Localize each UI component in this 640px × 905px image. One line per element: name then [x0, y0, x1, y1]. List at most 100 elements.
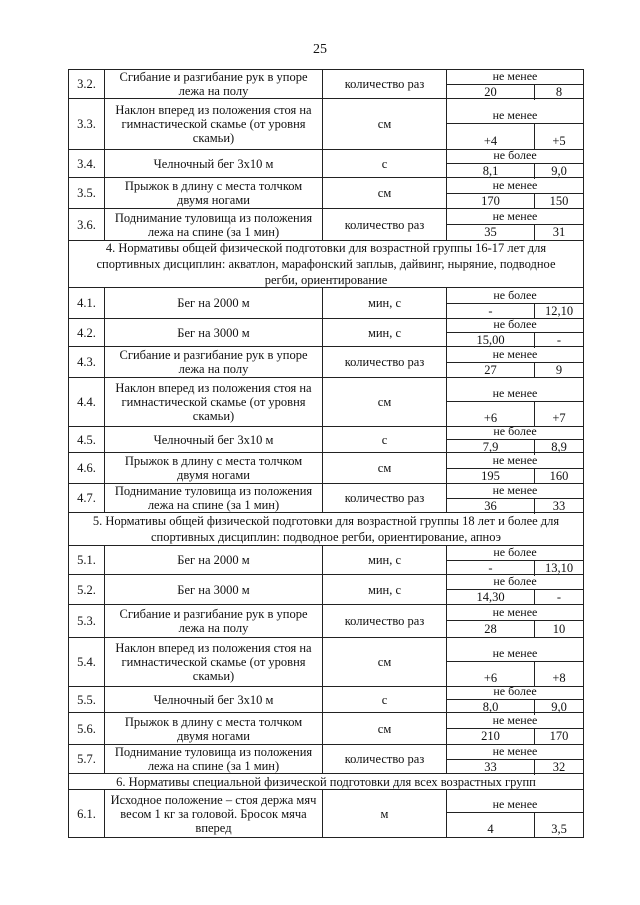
item-number: 5.5.	[69, 687, 105, 712]
value-cell: не менее +6 +8	[447, 638, 584, 686]
value-1: 195	[447, 468, 535, 484]
value-1: 14,30	[447, 590, 535, 605]
item-number: 4.5.	[69, 427, 105, 452]
item-number: 3.5.	[69, 178, 105, 208]
table-row: 5.4. Наклон вперед из положения стоя на г…	[69, 638, 584, 687]
value-2: 160	[549, 468, 569, 483]
value-cell: не менее +6 +7	[447, 378, 584, 426]
exercise-name: Бег на 2000 м	[105, 288, 323, 318]
value-1: 35	[447, 225, 535, 240]
value-1: 7,9	[447, 440, 535, 455]
item-number: 5.7.	[69, 745, 105, 773]
value-pair: -12,10	[447, 303, 583, 319]
value-pair: 36 33	[447, 498, 583, 514]
value-cell: не менее 195 160	[447, 453, 584, 484]
criterion-label: не менее	[447, 209, 583, 225]
item-number: 5.1.	[69, 546, 105, 574]
table-row: 3.3. Наклон вперед из положения стоя на г…	[69, 99, 584, 150]
value-cell: не менее 35 31	[447, 209, 584, 240]
value-1: 20	[447, 84, 535, 100]
value-2: 9,0	[551, 700, 567, 714]
unit: количество раз	[323, 484, 447, 512]
value-2: +7	[552, 411, 566, 425]
value-cell: не менее 4 3,5	[447, 790, 584, 837]
unit: см	[323, 713, 447, 744]
section-row: 5. Нормативы общей физической подготовки…	[69, 513, 584, 546]
criterion-label: не менее	[447, 790, 583, 814]
criterion-label: не менее	[447, 483, 583, 499]
unit: мин, с	[323, 546, 447, 574]
criterion-label: не менее	[447, 378, 583, 402]
value-2: +5	[552, 134, 566, 148]
table-row: 4.4. Наклон вперед из положения стоя на г…	[69, 378, 584, 427]
table-row: 5.5. Челночный бег 3х10 м с не более 8,0 9,0	[69, 684, 584, 715]
criterion-label: не более	[447, 574, 583, 590]
unit: м	[323, 790, 447, 837]
value-1: 8,0	[447, 700, 535, 715]
value-cell: не менее 33 32	[447, 744, 584, 775]
table-row: 5.6. Прыжок в длину с места толчком двумя…	[69, 713, 584, 745]
value-1: +6	[447, 401, 535, 426]
value-2: 33	[552, 498, 566, 513]
value-cell: не менее 28 10	[447, 605, 584, 637]
value-2: -	[556, 333, 562, 347]
value-2: 8,9	[551, 440, 567, 454]
criterion-label: не менее	[447, 453, 583, 469]
value-2: 32	[552, 759, 566, 774]
value-1: +6	[447, 661, 535, 686]
table-row: 4.6. Прыжок в длину с места толчком двумя…	[69, 453, 584, 484]
unit: количество раз	[323, 745, 447, 773]
criterion-label: не менее	[447, 713, 583, 729]
value-cell: не более 8,1 9,0	[447, 148, 584, 179]
item-number: 4.3.	[69, 347, 105, 377]
value-2: 9,0	[551, 164, 567, 178]
item-number: 3.4.	[69, 150, 105, 177]
value-pair: 170 150	[447, 193, 583, 209]
exercise-name: Бег на 2000 м	[105, 546, 323, 574]
value-pair: 14,30 -	[447, 590, 583, 605]
value-cell: не более 14,30 -	[447, 574, 584, 605]
value-pair: 28 10	[447, 621, 583, 637]
value-cell: не менее 210 170	[447, 713, 584, 744]
value-1: 33	[447, 759, 535, 775]
item-number: 3.2.	[69, 70, 105, 98]
value-cell: не более 7,9 8,9	[447, 424, 584, 455]
value-1: 4	[447, 813, 535, 837]
value-1: 15,00	[447, 333, 535, 348]
value-2: 3,5	[551, 822, 567, 836]
value-cell: не более 15,00 -	[447, 317, 584, 348]
exercise-name: Прыжок в длину с места толчком двумя ног…	[105, 713, 323, 744]
item-number: 4.7.	[69, 484, 105, 512]
unit: см	[323, 99, 447, 149]
value-cell: не более 8,0 9,0	[447, 684, 584, 715]
value-cell: не менее +4 +5	[447, 99, 584, 149]
value-cell: не менее 36 33	[447, 483, 584, 514]
table-row: 3.5. Прыжок в длину с места толчком двумя…	[69, 178, 584, 209]
value-pair: 8,0 9,0	[447, 700, 583, 715]
value-pair: 15,00 -	[447, 333, 583, 348]
unit: количество раз	[323, 70, 447, 98]
section-heading: 5. Нормативы общей физической подготовки…	[69, 513, 584, 545]
exercise-name: Сгибание и разгибание рук в упоре лежа н…	[105, 347, 323, 377]
value-pair: 20 8	[447, 84, 583, 100]
exercise-name: Челночный бег 3х10 м	[105, 427, 323, 452]
value-2: 12,10	[544, 303, 574, 318]
value-2: -	[556, 590, 562, 604]
value-pair: +6 +7	[447, 401, 583, 426]
exercise-name: Прыжок в длину с места толчком двумя ног…	[105, 453, 323, 483]
unit: см	[323, 378, 447, 426]
standards-table: 3.2. Сгибание и разгибание рук в упоре ле…	[68, 69, 584, 838]
criterion-label: не более	[447, 545, 583, 561]
item-number: 3.6.	[69, 209, 105, 240]
criterion-label: не менее	[447, 744, 583, 760]
criterion-label: не менее	[447, 347, 583, 363]
value-cell: не менее 170 150	[447, 178, 584, 209]
value-cell: не более -12,10	[447, 288, 584, 319]
value-1: -	[447, 303, 535, 319]
value-1: 170	[447, 193, 535, 209]
value-2: 31	[552, 225, 566, 239]
criterion-label: не более	[447, 684, 583, 700]
value-pair: 33 32	[447, 759, 583, 775]
value-pair: 4 3,5	[447, 813, 583, 837]
table-row: 3.2. Сгибание и разгибание рук в упоре ле…	[69, 69, 584, 100]
